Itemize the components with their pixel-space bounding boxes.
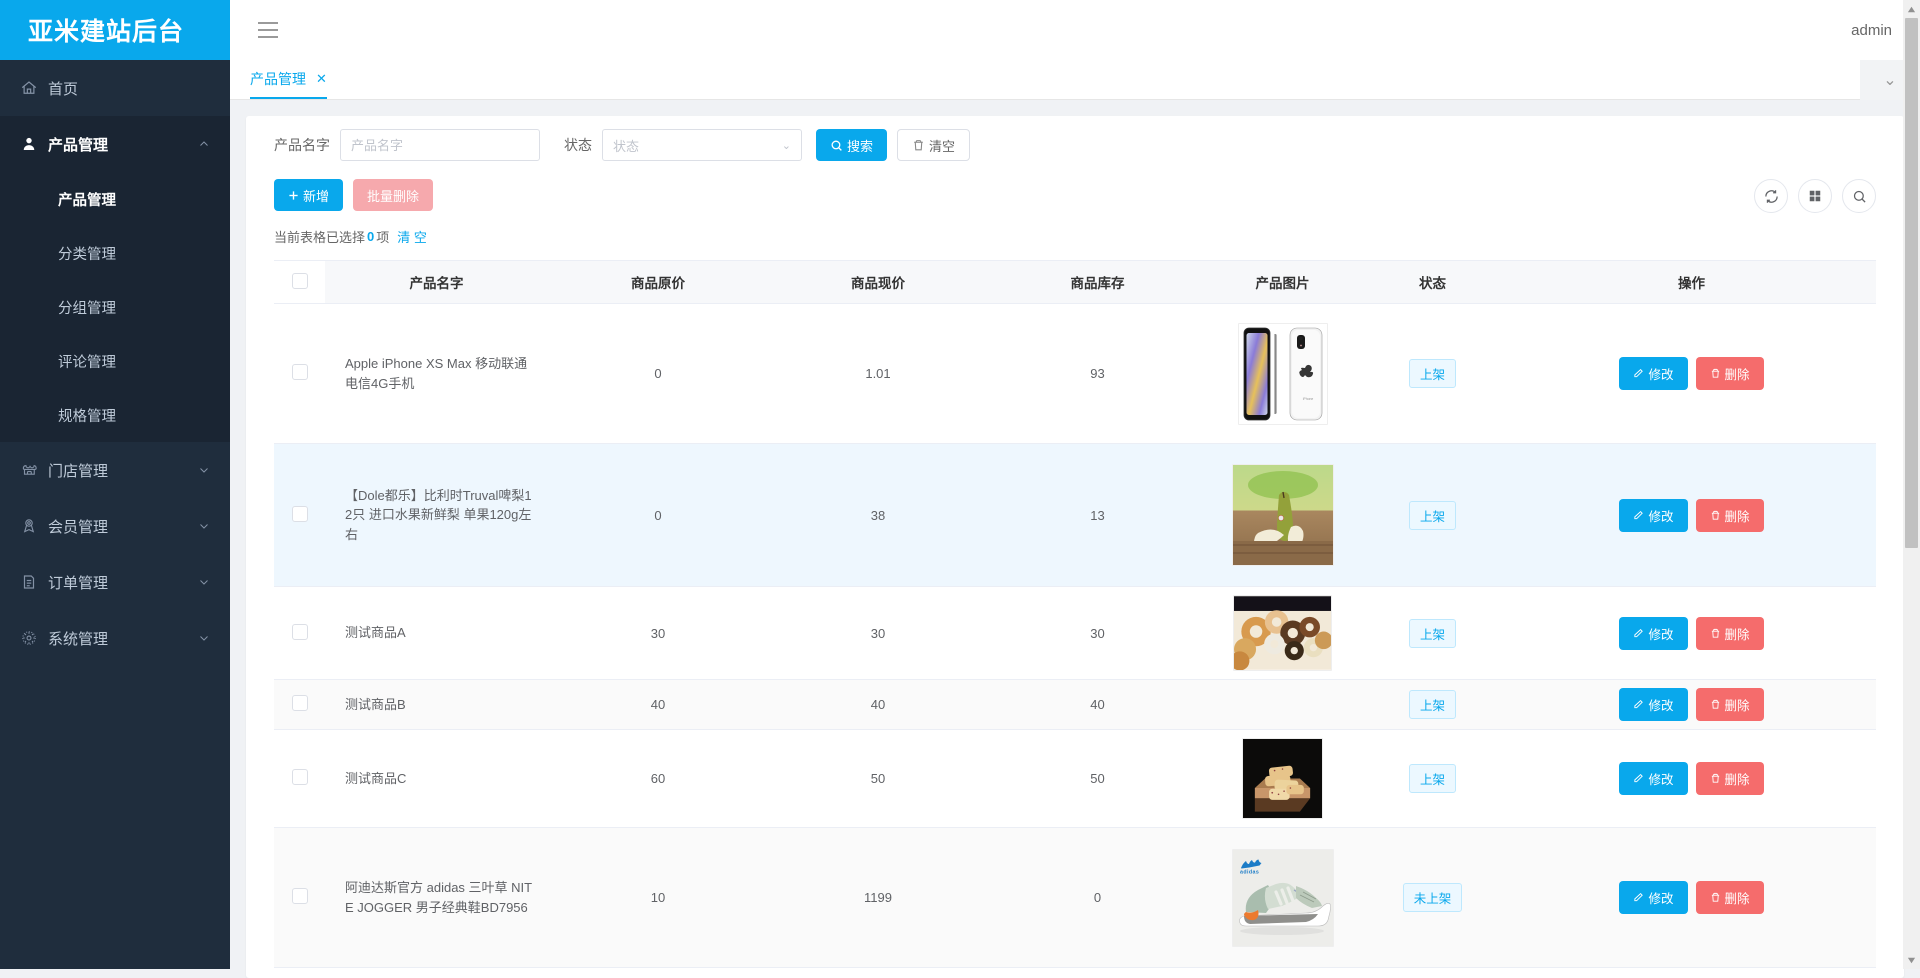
svg-text:iPhone: iPhone [1302, 397, 1313, 401]
svg-text:adidas: adidas [1240, 869, 1259, 875]
